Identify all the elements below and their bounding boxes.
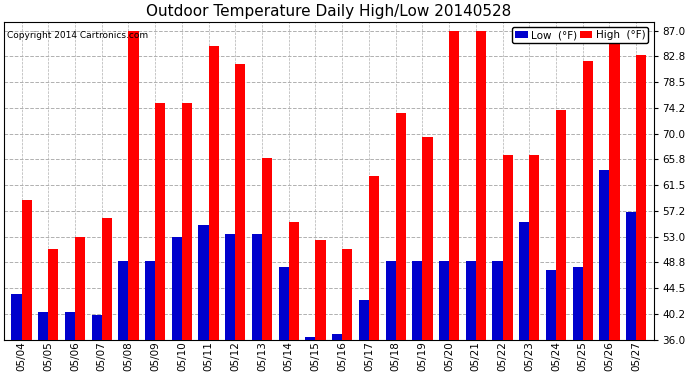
Bar bbox=[21, 200, 32, 340]
Bar bbox=[289, 222, 299, 340]
Bar bbox=[208, 46, 219, 340]
Bar bbox=[466, 261, 476, 340]
Bar bbox=[600, 170, 609, 340]
Bar bbox=[493, 261, 502, 340]
Bar bbox=[449, 31, 460, 340]
Bar bbox=[359, 300, 369, 340]
Bar bbox=[306, 336, 315, 340]
Bar bbox=[199, 225, 208, 340]
Bar bbox=[529, 155, 540, 340]
Bar bbox=[502, 155, 513, 340]
Bar bbox=[262, 158, 273, 340]
Title: Outdoor Temperature Daily High/Low 20140528: Outdoor Temperature Daily High/Low 20140… bbox=[146, 4, 511, 19]
Bar bbox=[225, 234, 235, 340]
Bar bbox=[118, 261, 128, 340]
Bar bbox=[38, 312, 48, 340]
Bar bbox=[583, 61, 593, 340]
Bar bbox=[11, 294, 21, 340]
Bar bbox=[476, 31, 486, 340]
Bar bbox=[573, 267, 583, 340]
Bar bbox=[65, 312, 75, 340]
Bar bbox=[145, 261, 155, 340]
Bar bbox=[48, 249, 59, 340]
Bar bbox=[332, 333, 342, 340]
Bar bbox=[412, 261, 422, 340]
Legend: Low  (°F), High  (°F): Low (°F), High (°F) bbox=[512, 27, 649, 43]
Bar bbox=[626, 212, 636, 340]
Bar bbox=[422, 137, 433, 340]
Bar bbox=[92, 315, 101, 340]
Bar bbox=[546, 270, 556, 340]
Bar bbox=[252, 234, 262, 340]
Bar bbox=[182, 104, 192, 340]
Bar bbox=[342, 249, 353, 340]
Bar bbox=[155, 104, 166, 340]
Bar bbox=[439, 261, 449, 340]
Bar bbox=[556, 110, 566, 340]
Bar bbox=[636, 55, 647, 340]
Bar bbox=[75, 237, 85, 340]
Bar bbox=[395, 112, 406, 340]
Bar bbox=[519, 222, 529, 340]
Bar bbox=[235, 64, 246, 340]
Bar bbox=[315, 240, 326, 340]
Bar bbox=[172, 237, 182, 340]
Bar bbox=[609, 31, 620, 340]
Bar bbox=[279, 267, 289, 340]
Bar bbox=[101, 219, 112, 340]
Bar bbox=[369, 176, 379, 340]
Bar bbox=[386, 261, 395, 340]
Text: Copyright 2014 Cartronics.com: Copyright 2014 Cartronics.com bbox=[8, 31, 148, 40]
Bar bbox=[128, 31, 139, 340]
